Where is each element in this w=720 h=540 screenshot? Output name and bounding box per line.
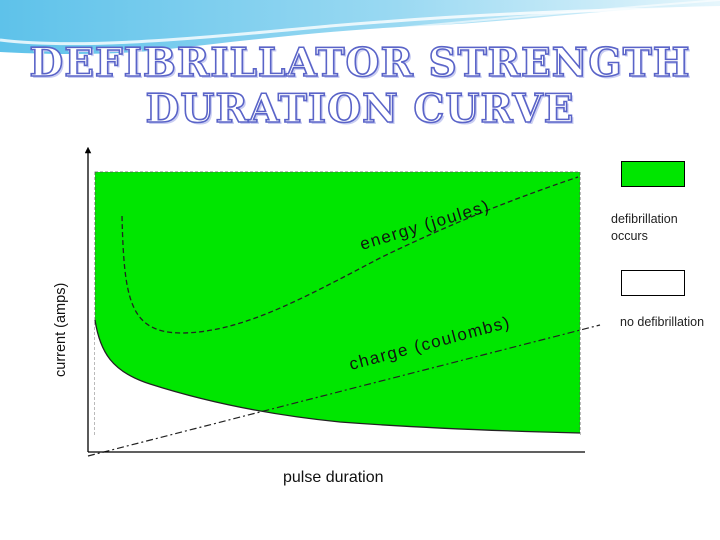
legend-no-defibrillation-swatch <box>621 270 685 296</box>
energy-curve <box>121 176 579 334</box>
y-axis-label: current (amps) <box>53 282 69 377</box>
slide-title-line-1: DEFIBRILLATOR STRENGTH <box>29 40 691 86</box>
legend-defibrillation-label: defibrillation occurs <box>611 212 678 243</box>
no-defibrillation-region <box>95 320 580 437</box>
legend-defibrillation-swatch <box>621 161 685 187</box>
x-axis-label: pulse duration <box>283 469 384 486</box>
legend-no-defibrillation-label: no defibrillation <box>620 315 705 329</box>
slide-title-line-2: DURATION CURVE <box>145 86 575 132</box>
strength-duration-curve <box>94 319 581 434</box>
header-wave-background <box>0 0 720 60</box>
charge-line <box>87 324 601 457</box>
